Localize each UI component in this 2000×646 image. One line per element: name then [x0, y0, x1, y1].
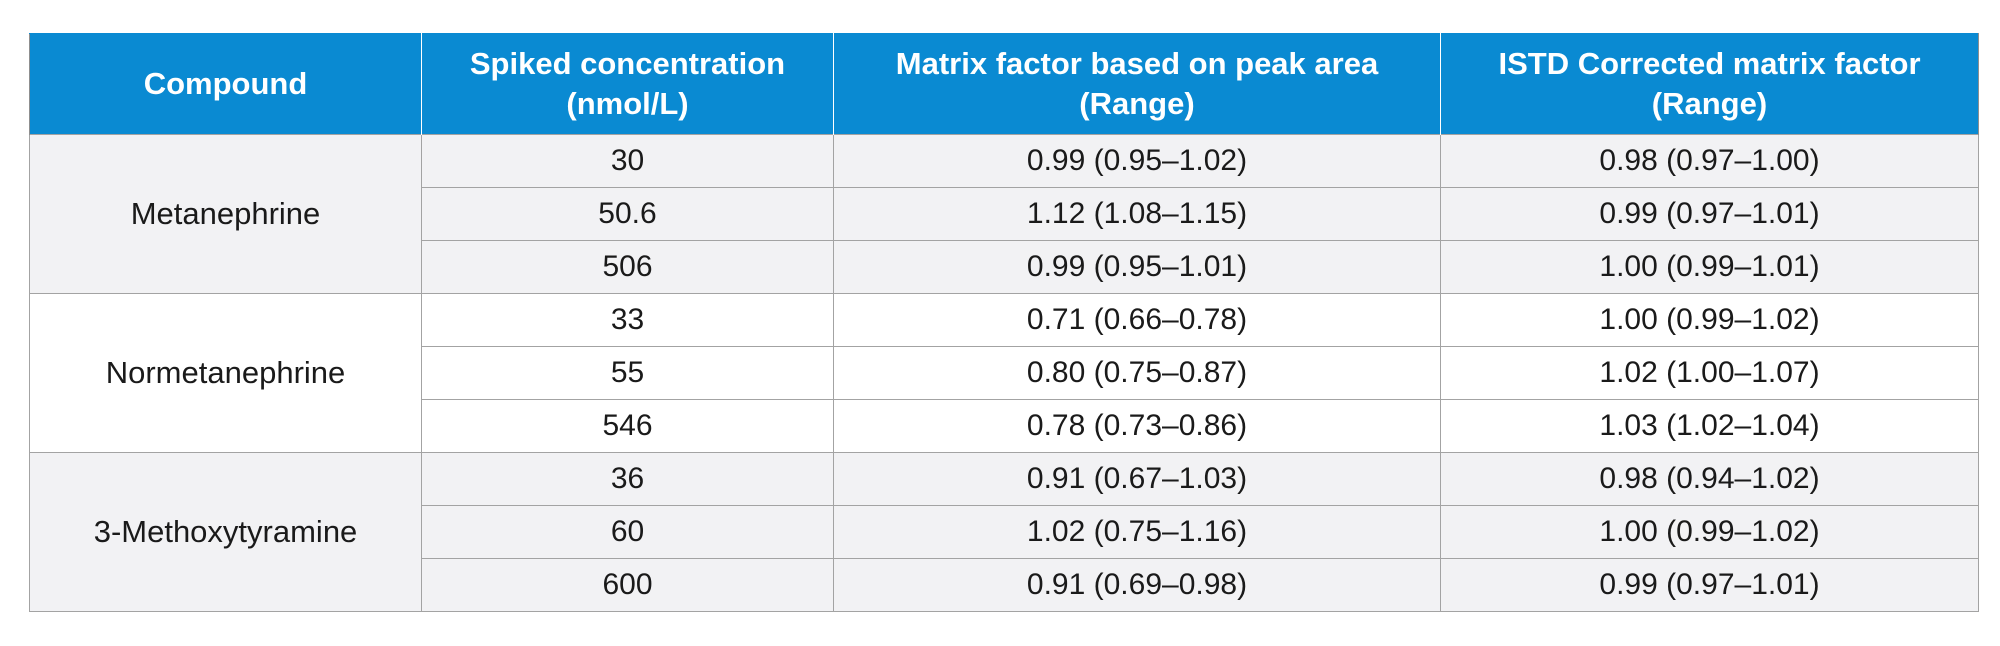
- istd-corrected-cell: 0.99 (0.97–1.01): [1440, 187, 1979, 241]
- header-spiked-concentration-line2: (nmol/L): [566, 86, 689, 121]
- compound-cell-3-methoxytyramine: 3-Methoxytyramine: [29, 452, 422, 612]
- conc-cell: 30: [421, 134, 834, 188]
- matrix-factor-cell: 0.99 (0.95–1.01): [833, 240, 1441, 294]
- table-row: 600 0.91 (0.69–0.98) 0.99 (0.97–1.01): [30, 558, 1979, 612]
- matrix-factor-cell: 0.71 (0.66–0.78): [833, 293, 1441, 347]
- header-spiked-concentration-line1: Spiked concentration: [469, 46, 786, 81]
- table-row: Normetanephrine 33 0.71 (0.66–0.78) 1.00…: [29, 293, 1979, 453]
- table-row: 3-Methoxytyramine 36 0.91 (0.67–1.03) 0.…: [29, 452, 1979, 612]
- table-row: 55 0.80 (0.75–0.87) 1.02 (1.00–1.07): [30, 346, 1979, 400]
- header-matrix-factor-line2: (Range): [1079, 86, 1195, 121]
- matrix-factor-cell: 0.78 (0.73–0.86): [833, 399, 1441, 453]
- matrix-factor-cell: 0.91 (0.69–0.98): [833, 558, 1441, 612]
- istd-corrected-cell: 0.98 (0.94–1.02): [1440, 452, 1979, 506]
- table-row: Metanephrine 30 0.99 (0.95–1.02) 0.98 (0…: [29, 134, 1979, 294]
- conc-cell: 546: [421, 399, 834, 453]
- conc-cell: 50.6: [421, 187, 834, 241]
- header-spiked-concentration: Spiked concentration (nmol/L): [421, 33, 834, 135]
- header-istd-corrected-line2: (Range): [1651, 86, 1768, 121]
- matrix-factor-cell: 1.02 (0.75–1.16): [833, 505, 1441, 559]
- matrix-factor-cell: 0.99 (0.95–1.02): [833, 134, 1441, 188]
- conc-cell: 33: [421, 293, 834, 347]
- header-istd-corrected: ISTD Corrected matrix factor (Range): [1440, 33, 1979, 135]
- matrix-factor-table: Compound Spiked concentration (nmol/L) M…: [29, 33, 1979, 612]
- conc-cell: 60: [421, 505, 834, 559]
- matrix-factor-table-container: Compound Spiked concentration (nmol/L) M…: [29, 33, 1979, 612]
- istd-corrected-cell: 0.99 (0.97–1.01): [1440, 558, 1979, 612]
- matrix-factor-cell: 0.80 (0.75–0.87): [833, 346, 1441, 400]
- conc-cell: 55: [421, 346, 834, 400]
- header-compound: Compound: [29, 33, 422, 135]
- matrix-factor-cell: 0.91 (0.67–1.03): [833, 452, 1441, 506]
- table-row: 546 0.78 (0.73–0.86) 1.03 (1.02–1.04): [30, 399, 1979, 453]
- conc-cell: 506: [421, 240, 834, 294]
- header-matrix-factor: Matrix factor based on peak area (Range): [833, 33, 1441, 135]
- matrix-factor-cell: 1.12 (1.08–1.15): [833, 187, 1441, 241]
- istd-corrected-cell: 1.02 (1.00–1.07): [1440, 346, 1979, 400]
- table-row: 506 0.99 (0.95–1.01) 1.00 (0.99–1.01): [30, 240, 1979, 294]
- conc-cell: 36: [421, 452, 834, 506]
- compound-cell-metanephrine: Metanephrine: [29, 134, 422, 294]
- compound-cell-normetanephrine: Normetanephrine: [29, 293, 422, 453]
- conc-cell: 600: [421, 558, 834, 612]
- header-istd-corrected-line1: ISTD Corrected matrix factor: [1498, 46, 1921, 81]
- header-compound-label: Compound: [143, 66, 308, 101]
- istd-corrected-cell: 0.98 (0.97–1.00): [1440, 134, 1979, 188]
- istd-corrected-cell: 1.00 (0.99–1.01): [1440, 240, 1979, 294]
- header-row: Compound Spiked concentration (nmol/L) M…: [29, 33, 1979, 135]
- istd-corrected-cell: 1.03 (1.02–1.04): [1440, 399, 1979, 453]
- header-matrix-factor-line1: Matrix factor based on peak area: [895, 46, 1379, 81]
- istd-corrected-cell: 1.00 (0.99–1.02): [1440, 505, 1979, 559]
- table-row: 50.6 1.12 (1.08–1.15) 0.99 (0.97–1.01): [30, 187, 1979, 241]
- istd-corrected-cell: 1.00 (0.99–1.02): [1440, 293, 1979, 347]
